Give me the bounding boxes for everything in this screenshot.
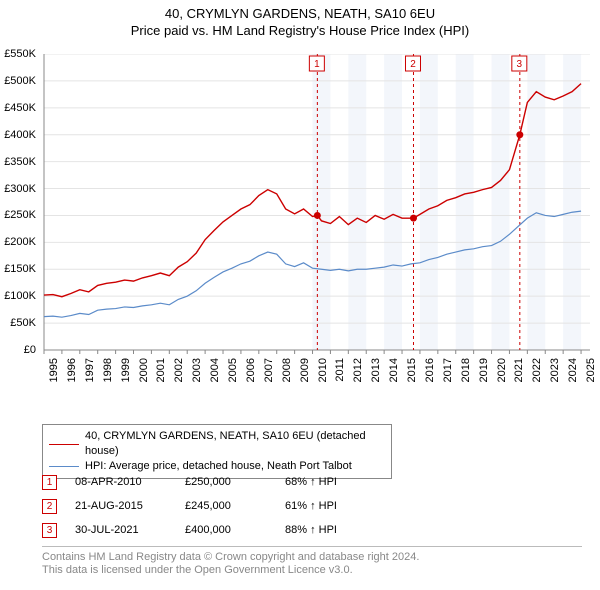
y-tick-label: £450K	[0, 102, 36, 114]
event-number-box: 3	[42, 523, 57, 538]
x-tick-label: 1995	[48, 358, 60, 382]
event-row: 1 08-APR-2010 £250,000 68% ↑ HPI	[42, 470, 395, 494]
y-tick-label: £350K	[0, 156, 36, 168]
title-line-2: Price paid vs. HM Land Registry's House …	[0, 23, 600, 38]
x-tick-label: 2008	[281, 358, 293, 382]
y-tick-label: £300K	[0, 183, 36, 195]
chart-svg: 1 2 3	[40, 54, 590, 356]
event-date: 30-JUL-2021	[75, 524, 185, 536]
x-tick-label: 2023	[549, 358, 561, 382]
event-date: 08-APR-2010	[75, 476, 185, 488]
event-row: 3 30-JUL-2021 £400,000 88% ↑ HPI	[42, 518, 395, 542]
x-tick-label: 2010	[317, 358, 329, 382]
x-tick-label: 2024	[567, 358, 579, 382]
legend-swatch-icon	[49, 466, 79, 467]
y-tick-label: £550K	[0, 48, 36, 60]
y-tick-label: £150K	[0, 263, 36, 275]
event-row: 2 21-AUG-2015 £245,000 61% ↑ HPI	[42, 494, 395, 518]
x-tick-label: 2019	[478, 358, 490, 382]
x-tick-label: 2002	[173, 358, 185, 382]
event-pct: 68% ↑ HPI	[285, 476, 395, 488]
x-tick-label: 2025	[585, 358, 597, 382]
x-tick-label: 2015	[406, 358, 418, 382]
x-tick-label: 1997	[84, 358, 96, 382]
legend-row: 40, CRYMLYN GARDENS, NEATH, SA10 6EU (de…	[49, 429, 385, 459]
x-tick-label: 1998	[102, 358, 114, 382]
events-table: 1 08-APR-2010 £250,000 68% ↑ HPI 2 21-AU…	[42, 470, 395, 542]
y-tick-label: £200K	[0, 236, 36, 248]
x-tick-label: 2006	[245, 358, 257, 382]
y-tick-label: £0	[0, 344, 36, 356]
footer-line-2: This data is licensed under the Open Gov…	[42, 564, 582, 577]
event-price: £400,000	[185, 524, 285, 536]
x-tick-label: 2003	[191, 358, 203, 382]
event-number-box: 1	[42, 475, 57, 490]
chart: £0£50K£100K£150K£200K£250K£300K£350K£400…	[40, 54, 590, 384]
x-tick-label: 2004	[209, 358, 221, 382]
x-tick-label: 2016	[424, 358, 436, 382]
svg-text:3: 3	[517, 59, 523, 70]
x-tick-label: 2005	[227, 358, 239, 382]
y-tick-label: £250K	[0, 209, 36, 221]
x-tick-label: 2020	[496, 358, 508, 382]
x-tick-label: 1996	[66, 358, 78, 382]
y-tick-label: £100K	[0, 290, 36, 302]
x-tick-label: 2021	[513, 358, 525, 382]
footer-line-1: Contains HM Land Registry data © Crown c…	[42, 551, 582, 564]
event-pct: 88% ↑ HPI	[285, 524, 395, 536]
x-tick-label: 2001	[155, 358, 167, 382]
legend-label: 40, CRYMLYN GARDENS, NEATH, SA10 6EU (de…	[85, 429, 385, 459]
svg-text:2: 2	[410, 59, 416, 70]
x-tick-label: 2018	[460, 358, 472, 382]
title-block: 40, CRYMLYN GARDENS, NEATH, SA10 6EU Pri…	[0, 0, 600, 38]
x-tick-label: 1999	[120, 358, 132, 382]
x-tick-label: 2012	[352, 358, 364, 382]
event-number-box: 2	[42, 499, 57, 514]
x-tick-label: 2014	[388, 358, 400, 382]
event-price: £245,000	[185, 500, 285, 512]
x-tick-label: 2017	[442, 358, 454, 382]
x-tick-label: 2022	[531, 358, 543, 382]
x-tick-label: 2011	[334, 358, 346, 382]
title-line-1: 40, CRYMLYN GARDENS, NEATH, SA10 6EU	[0, 6, 600, 21]
x-tick-label: 2009	[299, 358, 311, 382]
y-tick-label: £500K	[0, 75, 36, 87]
svg-text:1: 1	[314, 59, 320, 70]
x-tick-label: 2000	[138, 358, 150, 382]
legend-swatch-icon	[49, 444, 79, 445]
event-price: £250,000	[185, 476, 285, 488]
event-pct: 61% ↑ HPI	[285, 500, 395, 512]
x-tick-label: 2007	[263, 358, 275, 382]
event-date: 21-AUG-2015	[75, 500, 185, 512]
y-tick-label: £50K	[0, 317, 36, 329]
footer: Contains HM Land Registry data © Crown c…	[42, 546, 582, 577]
x-tick-label: 2013	[370, 358, 382, 382]
y-tick-label: £400K	[0, 129, 36, 141]
